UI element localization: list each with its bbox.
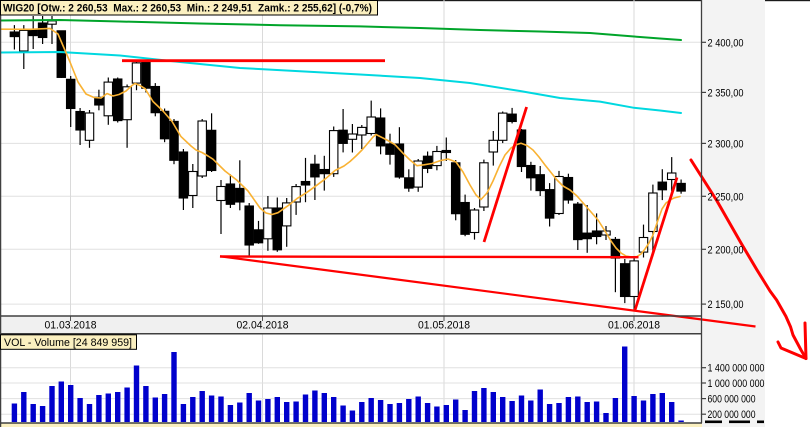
svg-text:2 150,00: 2 150,00 <box>708 299 744 311</box>
svg-text:02.04.2018: 02.04.2018 <box>237 320 289 332</box>
svg-text:2 300,00: 2 300,00 <box>708 138 744 150</box>
svg-text:1 000 000 000: 1 000 000 000 <box>708 378 765 390</box>
svg-text:01.03.2018: 01.03.2018 <box>45 320 97 332</box>
svg-text:2 200,00: 2 200,00 <box>708 244 744 256</box>
svg-text:2 250,00: 2 250,00 <box>708 191 744 203</box>
svg-text:2 400,00: 2 400,00 <box>708 37 744 49</box>
svg-text:2 350,00: 2 350,00 <box>708 87 744 99</box>
svg-text:1 400 000 000: 1 400 000 000 <box>708 363 765 375</box>
svg-text:200 000 000: 200 000 000 <box>708 409 756 421</box>
svg-text:VOL - Volume [24 849 959]: VOL - Volume [24 849 959] <box>4 337 132 349</box>
svg-text:600 000 000: 600 000 000 <box>708 394 756 406</box>
svg-text:01.05.2018: 01.05.2018 <box>418 320 470 332</box>
svg-text:WIG20 [Otw.: 2 260,53 Max.: 2: WIG20 [Otw.: 2 260,53 Max.: 2 260,53 Min… <box>3 3 372 15</box>
svg-text:01.06.2018: 01.06.2018 <box>608 320 660 332</box>
